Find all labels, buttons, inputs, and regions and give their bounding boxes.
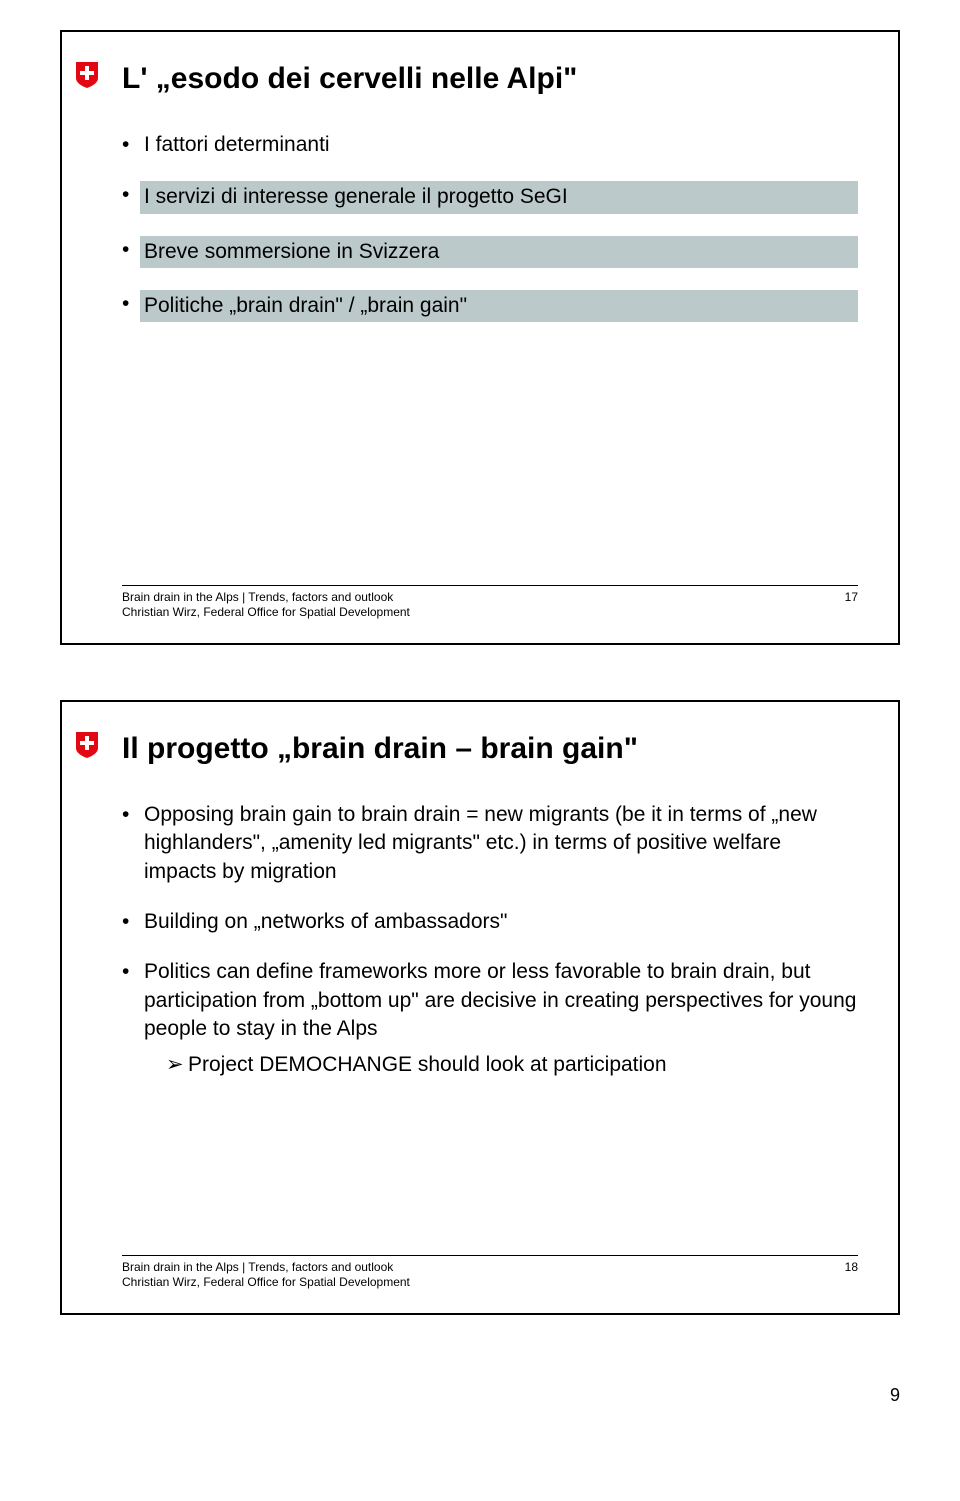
footer-divider bbox=[122, 1255, 858, 1256]
page-number: 9 bbox=[890, 1385, 900, 1406]
bullet-item: Breve sommersione in Svizzera bbox=[122, 236, 858, 268]
bullet-text: Politics can define frameworks more or l… bbox=[144, 960, 856, 1040]
slide-content: Opposing brain gain to brain drain = new… bbox=[122, 801, 858, 1080]
slide-2: Il progetto „brain drain – brain gain" O… bbox=[60, 700, 900, 1315]
footer-line-1: Brain drain in the Alps | Trends, factor… bbox=[122, 1260, 393, 1274]
footer-line-2: Christian Wirz, Federal Office for Spati… bbox=[122, 1275, 410, 1289]
footer-line-2: Christian Wirz, Federal Office for Spati… bbox=[122, 605, 410, 619]
slide-footer: Brain drain in the Alps | Trends, factor… bbox=[122, 1255, 858, 1291]
highlighted-text: Breve sommersione in Svizzera bbox=[140, 236, 858, 268]
slide-title: Il progetto „brain drain – brain gain" bbox=[122, 732, 858, 766]
swiss-shield-icon bbox=[76, 732, 98, 758]
bullet-item: Opposing brain gain to brain drain = new… bbox=[122, 801, 858, 886]
slide-title: L' „esodo dei cervelli nelle Alpi" bbox=[122, 62, 858, 96]
footer-divider bbox=[122, 585, 858, 586]
bullet-list: Opposing brain gain to brain drain = new… bbox=[122, 801, 858, 1080]
page-container: L' „esodo dei cervelli nelle Alpi" I fat… bbox=[0, 0, 960, 1420]
slide-1: L' „esodo dei cervelli nelle Alpi" I fat… bbox=[60, 30, 900, 645]
bullet-item: I servizi di interesse generale il proge… bbox=[122, 181, 858, 213]
highlighted-text: Politiche „brain drain" / „brain gain" bbox=[140, 290, 858, 322]
swiss-shield-icon bbox=[76, 62, 98, 88]
slide-number: 18 bbox=[845, 1260, 858, 1274]
bullet-item: Politics can define frameworks more or l… bbox=[122, 958, 858, 1079]
sub-arrow-item: Project DEMOCHANGE should look at partic… bbox=[166, 1051, 858, 1079]
bullet-list: I fattori determinanti I servizi di inte… bbox=[122, 131, 858, 322]
slide-number: 17 bbox=[845, 590, 858, 604]
highlighted-text: I servizi di interesse generale il proge… bbox=[140, 181, 858, 213]
slide-footer: Brain drain in the Alps | Trends, factor… bbox=[122, 585, 858, 621]
footer-text: Brain drain in the Alps | Trends, factor… bbox=[122, 1260, 410, 1291]
slide-content: I fattori determinanti I servizi di inte… bbox=[122, 131, 858, 322]
bullet-item: Politiche „brain drain" / „brain gain" bbox=[122, 290, 858, 322]
bullet-item: I fattori determinanti bbox=[122, 131, 858, 159]
footer-line-1: Brain drain in the Alps | Trends, factor… bbox=[122, 590, 393, 604]
bullet-item: Building on „networks of ambassadors" bbox=[122, 908, 858, 936]
footer-text: Brain drain in the Alps | Trends, factor… bbox=[122, 590, 410, 621]
